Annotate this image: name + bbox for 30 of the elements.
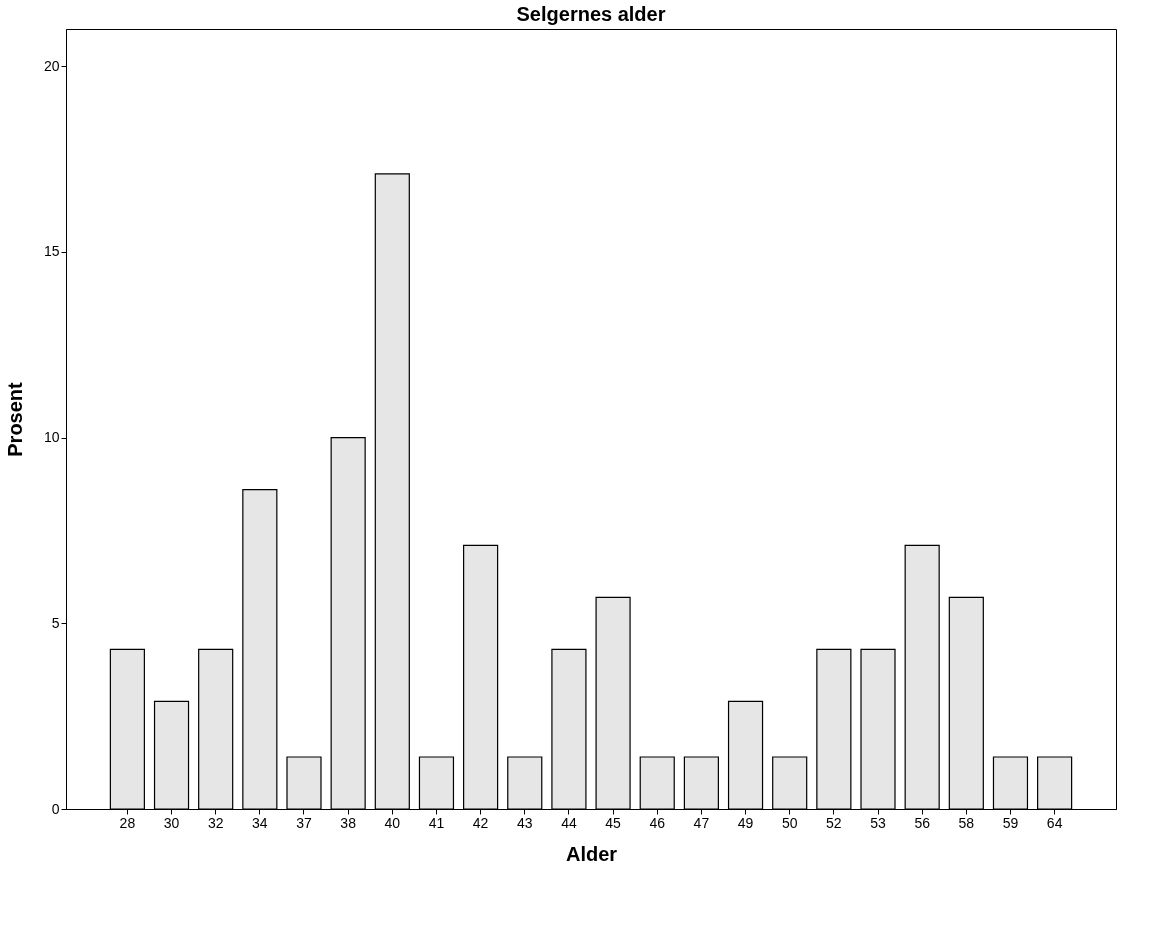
y-tick-label: 20 [43,57,60,74]
y-axis-title: Prosent [3,381,26,457]
x-axis-title: Alder [565,842,618,865]
x-tick-label: 45 [605,814,622,831]
y-tick-label: 5 [51,614,60,631]
x-tick-label: 58 [958,814,975,831]
x-tick-label: 28 [119,814,136,831]
x-tick-label: 43 [516,814,533,831]
x-tick-label: 47 [693,814,710,831]
x-tick-label: 44 [561,814,577,831]
x-tick-label: 59 [1002,814,1019,831]
chart-title: Selgernes alder [516,3,666,25]
x-tick-label: 53 [870,814,886,831]
y-tick-label: 0 [51,800,60,817]
x-tick-label: 64 [1046,814,1063,831]
x-tick-label: 42 [472,814,489,831]
x-tick-label: 38 [340,814,357,831]
x-tick-label: 37 [296,814,312,831]
x-tick-label: 49 [737,814,754,831]
x-tick-label: 41 [428,814,445,831]
x-tick-label: 32 [207,814,224,831]
x-tick-label: 40 [384,814,401,831]
x-tick-label: 52 [826,814,842,831]
y-tick-label: 15 [43,243,60,260]
x-tick-label: 46 [649,814,666,831]
x-tick-label: 50 [781,814,798,831]
x-tick-label: 30 [163,814,180,831]
x-tick-label: 56 [914,814,931,831]
x-tick-label: 34 [252,814,268,831]
y-tick-label: 10 [43,429,60,446]
